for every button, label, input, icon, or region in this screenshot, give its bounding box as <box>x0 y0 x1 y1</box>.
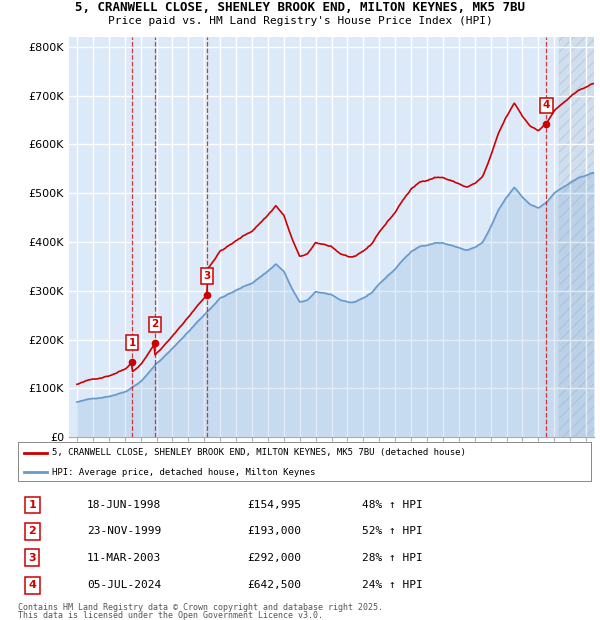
Text: £154,995: £154,995 <box>247 500 301 510</box>
Text: 2: 2 <box>151 319 158 329</box>
Text: 4: 4 <box>543 100 550 110</box>
Text: Price paid vs. HM Land Registry's House Price Index (HPI): Price paid vs. HM Land Registry's House … <box>107 16 493 25</box>
Text: 24% ↑ HPI: 24% ↑ HPI <box>362 580 422 590</box>
Text: £193,000: £193,000 <box>247 526 301 536</box>
Text: 3: 3 <box>29 553 36 563</box>
Text: 1: 1 <box>128 338 136 348</box>
Text: 48% ↑ HPI: 48% ↑ HPI <box>362 500 422 510</box>
Text: 5, CRANWELL CLOSE, SHENLEY BROOK END, MILTON KEYNES, MK5 7BU: 5, CRANWELL CLOSE, SHENLEY BROOK END, MI… <box>75 1 525 14</box>
Text: £292,000: £292,000 <box>247 553 301 563</box>
Text: 23-NOV-1999: 23-NOV-1999 <box>87 526 161 536</box>
Text: 11-MAR-2003: 11-MAR-2003 <box>87 553 161 563</box>
Text: This data is licensed under the Open Government Licence v3.0.: This data is licensed under the Open Gov… <box>18 611 323 620</box>
Text: 4: 4 <box>28 580 36 590</box>
Text: 18-JUN-1998: 18-JUN-1998 <box>87 500 161 510</box>
Text: £642,500: £642,500 <box>247 580 301 590</box>
Text: 2: 2 <box>28 526 36 536</box>
Text: 5, CRANWELL CLOSE, SHENLEY BROOK END, MILTON KEYNES, MK5 7BU (detached house): 5, CRANWELL CLOSE, SHENLEY BROOK END, MI… <box>52 448 466 458</box>
Text: 28% ↑ HPI: 28% ↑ HPI <box>362 553 422 563</box>
Text: 3: 3 <box>203 271 211 281</box>
Text: 1: 1 <box>28 500 36 510</box>
Text: Contains HM Land Registry data © Crown copyright and database right 2025.: Contains HM Land Registry data © Crown c… <box>18 603 383 612</box>
Text: 05-JUL-2024: 05-JUL-2024 <box>87 580 161 590</box>
Text: HPI: Average price, detached house, Milton Keynes: HPI: Average price, detached house, Milt… <box>52 467 316 477</box>
Text: 52% ↑ HPI: 52% ↑ HPI <box>362 526 422 536</box>
